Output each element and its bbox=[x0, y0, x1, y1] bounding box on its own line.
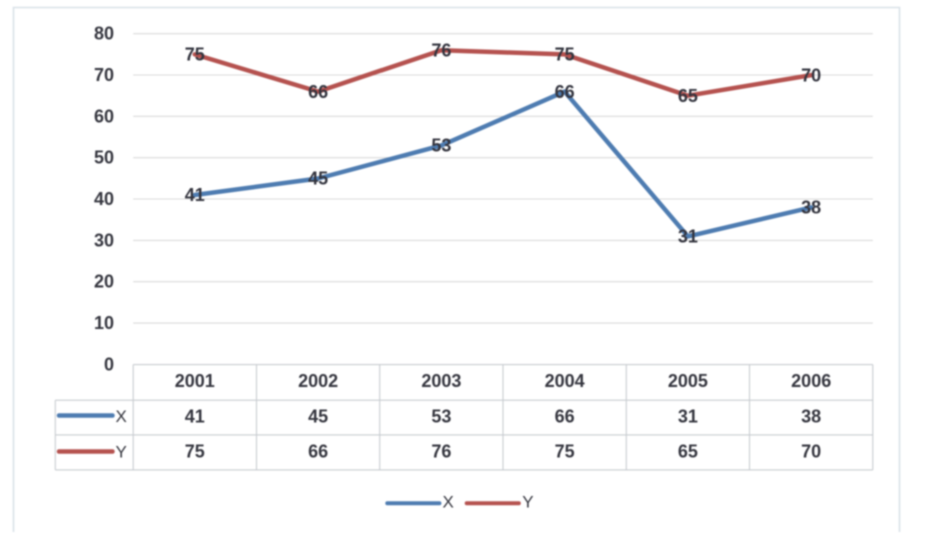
svg-text:76: 76 bbox=[431, 40, 451, 60]
svg-text:20: 20 bbox=[94, 272, 114, 292]
svg-text:10: 10 bbox=[94, 313, 114, 333]
svg-text:80: 80 bbox=[94, 24, 114, 44]
svg-text:76: 76 bbox=[431, 442, 451, 462]
svg-text:70: 70 bbox=[801, 442, 821, 462]
svg-text:31: 31 bbox=[678, 406, 698, 426]
svg-text:70: 70 bbox=[94, 65, 114, 85]
svg-text:38: 38 bbox=[801, 406, 821, 426]
svg-text:65: 65 bbox=[678, 442, 698, 462]
svg-text:31: 31 bbox=[678, 227, 698, 247]
svg-text:2006: 2006 bbox=[791, 371, 831, 391]
svg-text:75: 75 bbox=[185, 442, 205, 462]
svg-text:66: 66 bbox=[308, 82, 328, 102]
svg-text:2005: 2005 bbox=[668, 371, 708, 391]
svg-text:40: 40 bbox=[94, 189, 114, 209]
svg-text:53: 53 bbox=[431, 406, 451, 426]
svg-text:41: 41 bbox=[185, 406, 205, 426]
svg-text:60: 60 bbox=[94, 106, 114, 126]
svg-text:75: 75 bbox=[555, 45, 575, 65]
svg-text:66: 66 bbox=[555, 406, 575, 426]
svg-text:50: 50 bbox=[94, 148, 114, 168]
svg-text:2002: 2002 bbox=[298, 371, 338, 391]
svg-text:66: 66 bbox=[555, 82, 575, 102]
svg-text:0: 0 bbox=[104, 355, 114, 375]
svg-text:Y: Y bbox=[116, 443, 127, 462]
svg-text:38: 38 bbox=[801, 198, 821, 218]
svg-text:75: 75 bbox=[555, 442, 575, 462]
svg-text:Y: Y bbox=[522, 493, 533, 512]
svg-text:30: 30 bbox=[94, 230, 114, 250]
svg-text:2001: 2001 bbox=[175, 371, 215, 391]
svg-text:45: 45 bbox=[308, 406, 328, 426]
svg-text:2004: 2004 bbox=[545, 371, 585, 391]
svg-text:53: 53 bbox=[431, 136, 451, 156]
svg-text:65: 65 bbox=[678, 86, 698, 106]
svg-text:41: 41 bbox=[185, 185, 205, 205]
svg-text:66: 66 bbox=[308, 442, 328, 462]
svg-text:X: X bbox=[443, 493, 454, 512]
svg-text:X: X bbox=[116, 407, 127, 426]
svg-text:70: 70 bbox=[801, 65, 821, 85]
svg-text:2003: 2003 bbox=[421, 371, 461, 391]
svg-text:75: 75 bbox=[185, 45, 205, 65]
svg-text:45: 45 bbox=[308, 169, 328, 189]
